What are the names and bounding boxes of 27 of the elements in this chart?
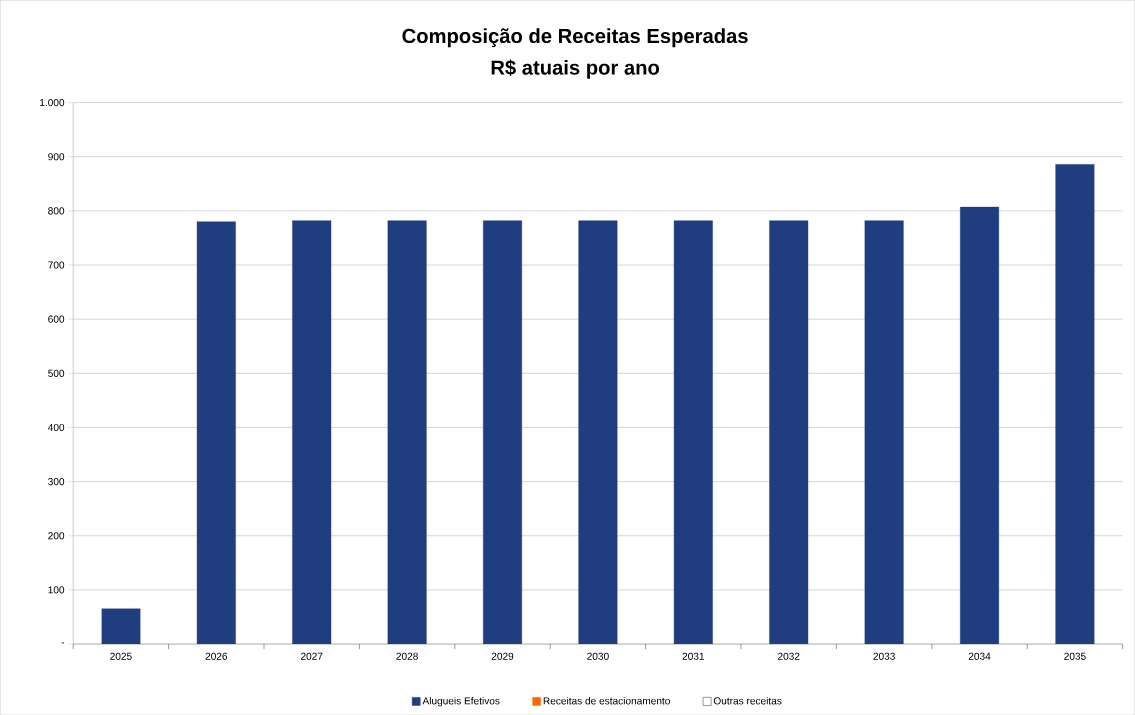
x-tick-label: 2027	[300, 652, 323, 660]
x-tick-label: 2032	[778, 652, 800, 660]
y-tick-label: 400	[47, 423, 65, 431]
y-tick-label: 800	[48, 207, 65, 215]
x-tick-label: 2028	[396, 652, 418, 660]
y-tick-label: 300	[48, 477, 65, 486]
y-tick-label: 1.000	[40, 98, 65, 107]
x-tick-label: 2029	[491, 652, 514, 660]
x-tick-label: 2031	[682, 652, 705, 660]
x-tick-label: 2034	[968, 652, 991, 660]
y-tick-label: 700	[48, 261, 65, 269]
y-tick-label: 900	[48, 153, 65, 161]
y-tick-label: 600	[48, 315, 65, 323]
y-tick-label: 500	[48, 369, 65, 377]
x-tick-label: 2026	[205, 652, 228, 660]
x-tick-label: 2033	[873, 652, 895, 660]
y-tick-label: -	[61, 642, 65, 644]
x-tick-label: 2030	[587, 652, 609, 660]
legend-label: Receitas de estacionamento	[543, 696, 670, 705]
x-tick-label: 2025	[110, 652, 132, 660]
y-tick-label: 200	[48, 532, 65, 540]
y-tick-label: 100	[48, 586, 65, 594]
chart-title: Composição de Receitas Esperadas	[402, 28, 748, 48]
chart-subtitle: R$ atuais por ano	[491, 59, 660, 79]
legend-label: Alugueis Efetivos	[422, 696, 500, 707]
x-tick-label: 2035	[1064, 652, 1086, 660]
legend-label: Outras receitas	[713, 696, 782, 705]
